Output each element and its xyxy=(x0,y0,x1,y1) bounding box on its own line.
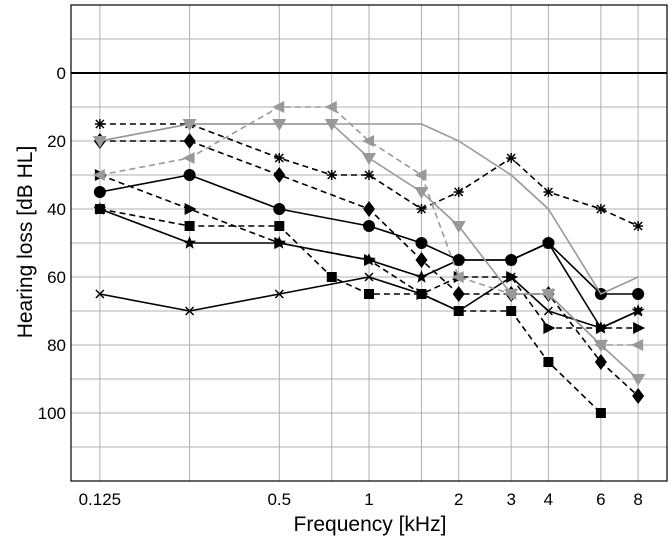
x-tick-label: 8 xyxy=(633,490,642,509)
y-tick-label: 80 xyxy=(47,336,66,355)
triangle-left-marker xyxy=(414,169,427,181)
triangle-down-marker xyxy=(324,119,339,131)
y-tick-labels: 0 20 40 60 80 100 xyxy=(38,64,66,423)
asterisk-marker xyxy=(416,204,427,214)
series-line xyxy=(99,174,639,295)
x-marker xyxy=(596,323,606,333)
asterisk-marker xyxy=(543,187,554,197)
x-marker xyxy=(95,289,105,299)
y-axis-label: Hearing loss [dB HL] xyxy=(14,146,37,339)
x-tick-label: 2 xyxy=(454,490,463,509)
series-line xyxy=(99,174,639,329)
diamond-marker xyxy=(594,354,607,370)
y-tick-label: 100 xyxy=(38,404,66,423)
square-marker xyxy=(274,221,285,231)
asterisk-marker xyxy=(326,170,337,180)
triangle-left-marker xyxy=(92,169,105,181)
triangle-left-marker xyxy=(324,101,337,113)
asterisk-marker xyxy=(94,119,105,129)
diamond-marker xyxy=(273,167,286,183)
triangle-down-marker xyxy=(451,221,466,233)
series-10 xyxy=(92,101,644,351)
plot-frame xyxy=(70,4,668,482)
circle-marker xyxy=(632,288,645,300)
x-tick-label: 4 xyxy=(544,490,553,509)
x-tick-labels: 0.125 0.5 1 2 3 4 6 8 xyxy=(79,490,643,509)
triangle-down-marker xyxy=(182,119,197,131)
star-marker xyxy=(182,236,197,249)
circle-marker xyxy=(183,169,196,181)
y-tick-label: 0 xyxy=(57,64,66,83)
triangle-down-marker xyxy=(362,153,376,165)
triangle-right-marker xyxy=(633,322,646,334)
circle-marker xyxy=(363,220,375,232)
x-marker xyxy=(364,272,374,282)
diamond-marker xyxy=(183,133,196,149)
grid-lines xyxy=(71,5,667,481)
star-marker xyxy=(272,236,286,249)
x-marker xyxy=(416,289,427,299)
circle-marker xyxy=(93,186,106,198)
square-marker xyxy=(595,408,606,418)
x-marker xyxy=(506,272,516,282)
star-marker xyxy=(362,253,376,266)
diamond-marker xyxy=(415,252,428,268)
series-line xyxy=(99,106,639,346)
asterisk-marker xyxy=(506,153,517,163)
x-marker xyxy=(274,289,284,299)
star-marker xyxy=(414,270,429,283)
square-marker xyxy=(506,306,517,316)
square-marker xyxy=(543,357,554,367)
y-tick-label: 60 xyxy=(47,268,66,287)
triangle-left-marker xyxy=(593,339,606,351)
circle-marker xyxy=(415,237,428,249)
x-tick-label: 0.125 xyxy=(79,490,122,509)
asterisk-marker xyxy=(274,153,285,163)
x-marker xyxy=(543,306,553,316)
triangle-left-marker xyxy=(541,288,554,300)
triangle-right-marker xyxy=(184,203,197,215)
x-tick-label: 3 xyxy=(506,490,515,509)
triangle-down-marker xyxy=(272,119,287,131)
x-tick-label: 6 xyxy=(596,490,605,509)
diamond-marker xyxy=(363,201,375,217)
series-1 xyxy=(94,119,644,231)
x-marker xyxy=(454,306,464,316)
square-marker xyxy=(326,272,337,282)
asterisk-marker xyxy=(453,187,464,197)
triangle-left-marker xyxy=(451,271,464,283)
triangle-right-marker xyxy=(543,322,556,334)
circle-marker xyxy=(273,203,286,215)
asterisk-marker xyxy=(595,204,606,214)
asterisk-marker xyxy=(364,170,374,180)
x-marker xyxy=(633,306,643,316)
triangle-down-marker xyxy=(631,374,646,386)
star-marker xyxy=(452,253,466,266)
star-marker xyxy=(504,253,518,266)
square-marker xyxy=(184,221,195,231)
triangle-down-marker xyxy=(92,136,107,148)
triangle-left-marker xyxy=(272,101,285,113)
triangle-left-marker xyxy=(362,135,374,147)
x-tick-label: 1 xyxy=(364,490,373,509)
asterisk-marker xyxy=(633,221,644,231)
series-layer xyxy=(92,101,646,418)
diamond-marker xyxy=(452,286,465,302)
star-marker xyxy=(541,236,556,249)
triangle-left-marker xyxy=(631,339,644,351)
x-tick-label: 0.5 xyxy=(267,490,291,509)
square-marker xyxy=(364,289,374,299)
triangle-left-marker xyxy=(504,288,517,300)
square-marker xyxy=(94,204,105,214)
x-marker xyxy=(185,306,195,316)
series-line xyxy=(99,208,602,414)
triangle-left-marker xyxy=(182,152,195,164)
diamond-marker xyxy=(632,388,645,404)
y-tick-label: 40 xyxy=(47,200,66,219)
triangle-down-marker xyxy=(414,187,429,199)
series-line xyxy=(99,208,639,329)
y-tick-label: 20 xyxy=(47,132,66,151)
x-axis-label: Frequency [kHz] xyxy=(294,513,447,536)
